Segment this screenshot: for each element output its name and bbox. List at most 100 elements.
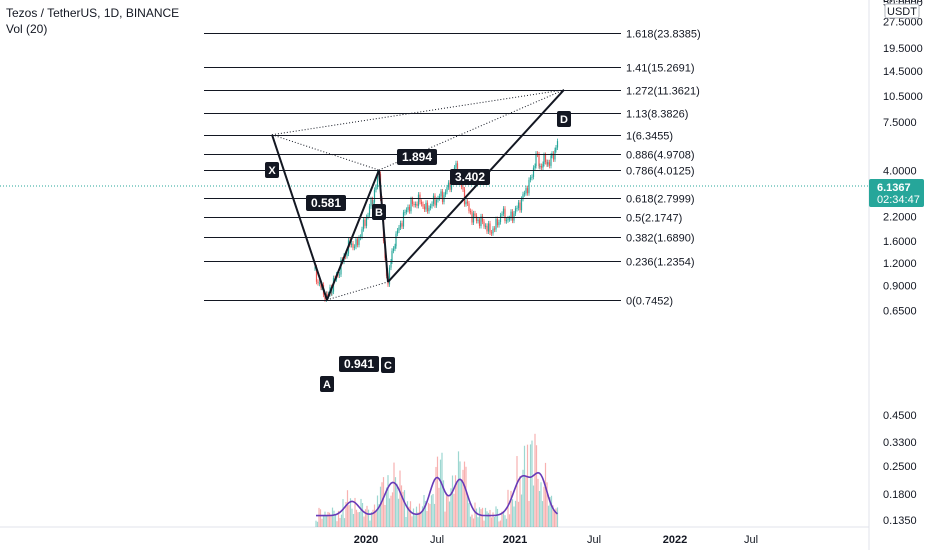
volume-bar [351,508,353,527]
countdown-timer: 02:34:47 [877,194,920,206]
volume-bar [469,516,472,527]
volume-bar [486,511,488,527]
volume-bar [543,486,545,527]
pattern-leg[interactable] [326,169,380,301]
time-axis[interactable]: 2020 Jul 2021 Jul 2022 Jul [354,534,758,546]
volume-bar [436,456,439,527]
fib-level-label: 1.618(23.8385) [626,29,701,41]
volume-bar [495,506,497,527]
candle-body [391,250,393,262]
volume-bar [399,470,401,527]
candle-body [548,162,551,166]
volume-bar [342,499,344,527]
candle-body [505,220,508,222]
candle-body [542,163,544,168]
price-tick: 0.2500 [883,461,917,473]
volume-bar [555,508,557,527]
volume-bar [556,507,559,527]
volume-bar [319,509,322,527]
candle-body [320,282,322,288]
candle-body [416,203,418,206]
price-tick: 19.5000 [883,43,923,55]
volume-bar [508,514,511,527]
pattern-ratio-label: 0.941 [344,357,374,371]
currency-box[interactable] [884,3,920,19]
candle-body [495,219,497,230]
candle-body [432,195,435,204]
candle-body [492,228,494,234]
volume-bar [462,469,464,527]
price-tick: 0.1800 [883,489,917,501]
price-tick: 0.9000 [883,280,917,292]
xabcd-pattern[interactable]: X A B C D 0.581 0.941 1.894 3.402 [265,89,571,392]
volume-bar [321,518,323,527]
pattern-point-box[interactable] [265,162,279,178]
volume-bar [409,501,412,527]
fib-level-label: 0.886(4.9708) [626,150,695,162]
price-tick: 0.1350 [883,515,917,527]
candle-body [532,167,535,177]
candle-body [487,223,490,232]
volume-bar [322,515,325,527]
pattern-point-d: D [560,114,568,126]
candle-body [522,194,524,199]
pattern-leg[interactable] [271,134,328,301]
candle-body [475,215,478,221]
pattern-ratio-label: 0.581 [311,196,341,210]
candle-body [399,223,402,228]
candle-body [404,212,406,214]
candle-body [371,199,374,206]
candle-body [520,198,523,211]
pattern-leg[interactable] [387,89,565,283]
pattern-point-b: B [375,207,383,219]
volume-bar [405,516,407,527]
candle-body [411,199,414,205]
candle-body [465,201,467,205]
pattern-point-box[interactable] [557,111,571,127]
volume-bar [553,512,556,527]
volume-bar [456,482,458,527]
volume-bar [343,518,346,527]
candle-body [462,186,464,190]
price-axis[interactable]: 50.000037.500027.500019.500014.500010.50… [883,0,923,527]
candle-body [352,243,354,248]
price-tick: 1.2000 [883,258,917,270]
volume-bar [417,512,419,527]
candle-body [413,204,415,206]
pattern-point-box[interactable] [381,357,395,373]
fib-level-label: 0.5(2.1747) [626,213,682,225]
fib-level-label: 1.41(15.2691) [626,63,695,75]
pattern-point-box[interactable] [320,376,334,392]
fib-levels[interactable]: 1.618(23.8385) 1.41(15.2691) 1.272(11.3621… [204,29,701,308]
candle-body [372,202,374,206]
volume-bar [435,466,437,527]
volume-bar [465,466,467,527]
candle-body [318,282,321,284]
volume-bar [480,509,482,527]
price-tick: 0.3300 [883,437,917,449]
candle-body [498,222,500,226]
volume-bar [517,501,520,527]
volume-bar [552,505,554,527]
candle-body [364,219,366,226]
volume-bar [384,504,386,527]
candle-body [478,219,481,227]
candle-body [544,154,547,162]
candle-body [407,206,409,210]
volume-bar [544,462,547,527]
volume-bar [315,520,317,527]
volume-bar [385,487,388,527]
volume-bar [388,498,391,527]
volume-bar [516,456,518,527]
volume-bar [513,506,515,527]
volume-bar [429,503,431,527]
candle-body [531,176,533,178]
candle-body [486,225,488,232]
volume-bar [357,512,359,527]
volume-bar [331,507,334,527]
candle-body [539,166,541,168]
pattern-point-box[interactable] [372,204,386,220]
pattern-leg[interactable] [378,169,389,282]
volume-bar [367,509,370,527]
